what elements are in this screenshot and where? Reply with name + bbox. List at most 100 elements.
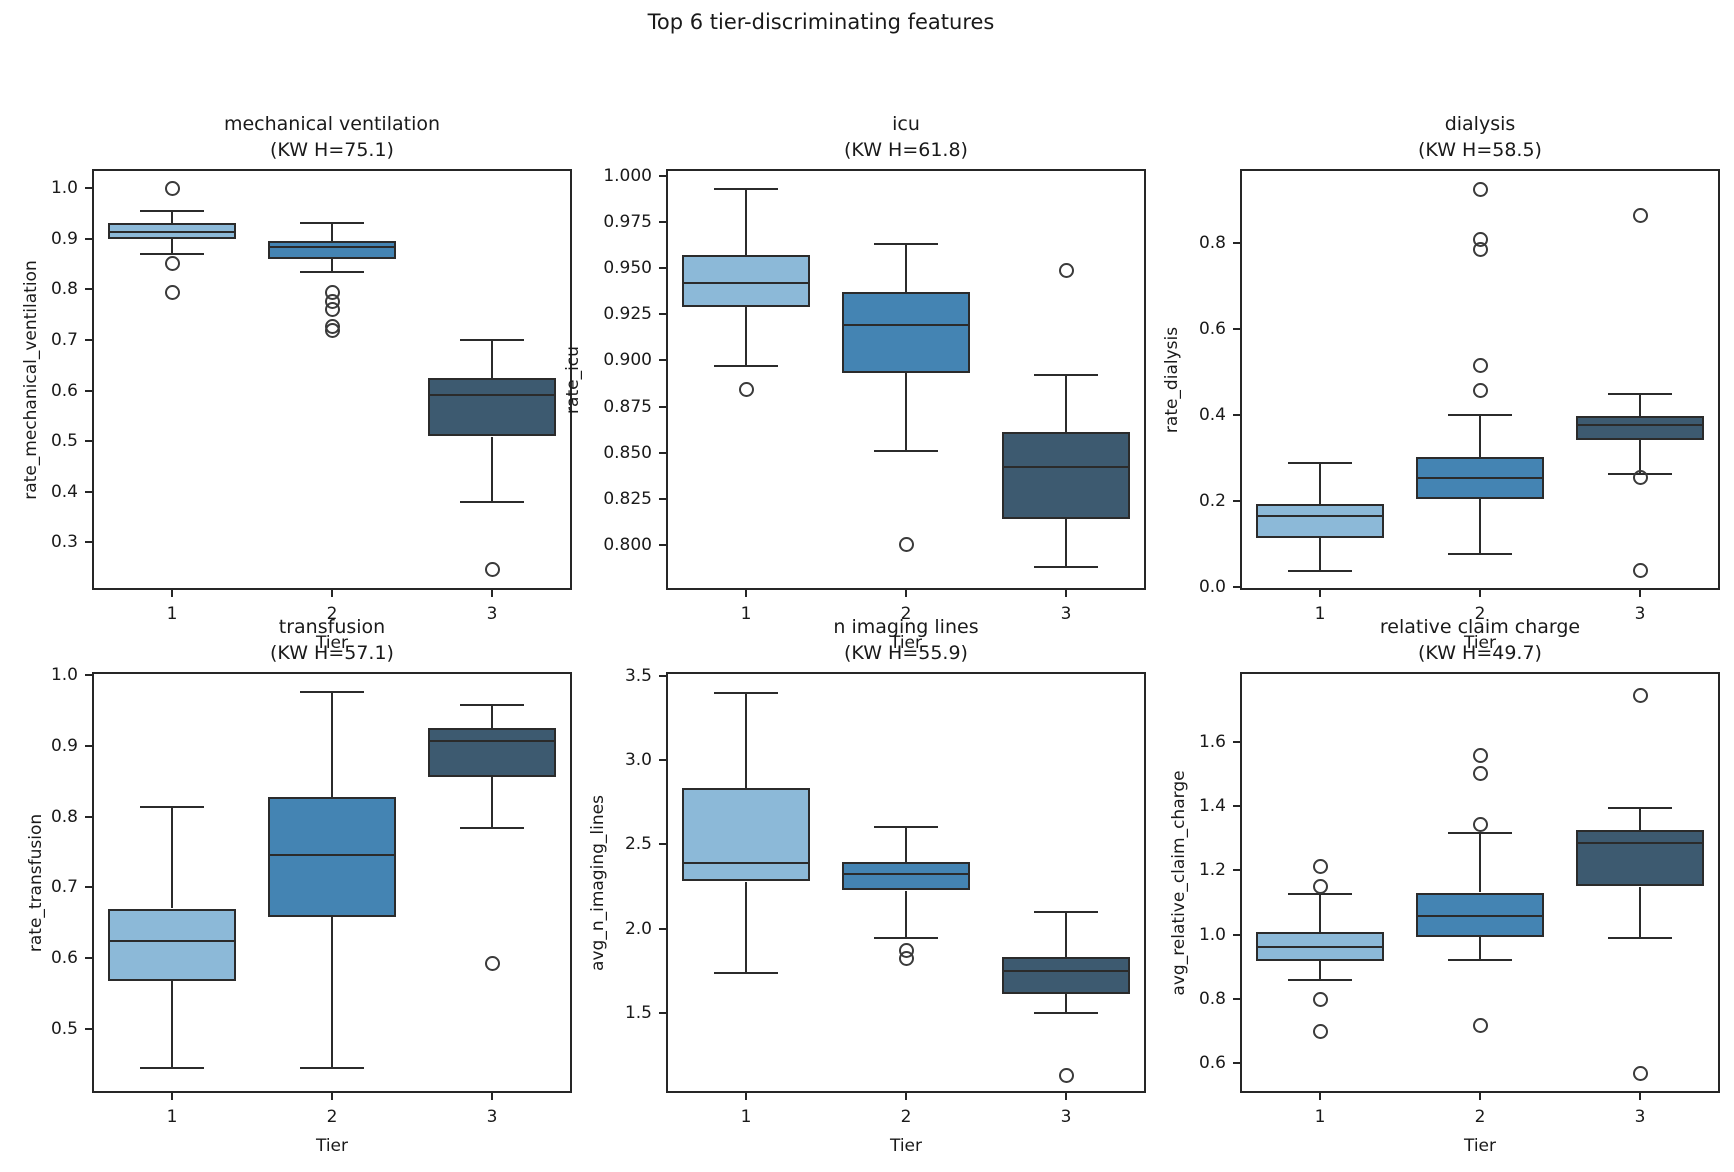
- whisker-cap-lower: [460, 827, 524, 829]
- outlier-point: [1473, 242, 1488, 257]
- box-tier-3: [1002, 432, 1130, 519]
- median-line: [684, 282, 808, 284]
- box-tier-3: [428, 728, 556, 777]
- box-tier-2: [842, 862, 970, 890]
- whisker-lower: [1319, 538, 1321, 571]
- subplot-subtitle: (KW H=49.7): [1418, 642, 1542, 664]
- x-tick-mark: [745, 1093, 747, 1100]
- whisker-cap-upper: [874, 243, 938, 245]
- median-line: [1258, 946, 1382, 948]
- y-axis-label: rate_icu: [563, 346, 583, 414]
- y-tick-label: 0.975: [603, 212, 652, 232]
- whisker-cap-lower: [1448, 959, 1512, 961]
- y-tick-mark: [85, 745, 92, 747]
- whisker-lower: [905, 891, 907, 938]
- median-line: [1258, 515, 1382, 517]
- x-tick-mark: [331, 590, 333, 597]
- x-tick-mark: [905, 590, 907, 597]
- outlier-point: [899, 951, 914, 966]
- whisker-cap-lower: [1608, 937, 1672, 939]
- y-tick-mark: [659, 1012, 666, 1014]
- y-tick-mark: [659, 175, 666, 177]
- y-tick-mark: [85, 238, 92, 240]
- subplot-subtitle: (KW H=57.1): [270, 642, 394, 664]
- y-tick-label: 0.8: [1198, 233, 1226, 253]
- y-tick-label: 0.7: [50, 330, 78, 350]
- median-line: [844, 324, 968, 326]
- outlier-point: [1313, 992, 1328, 1007]
- y-tick-mark: [659, 267, 666, 269]
- whisker-lower: [171, 980, 173, 1068]
- subplot-title: n imaging lines: [833, 616, 979, 638]
- x-tick-label: 2: [1474, 1107, 1486, 1127]
- outlier-point: [1633, 470, 1648, 485]
- outlier-point: [899, 537, 914, 552]
- whisker-upper: [491, 705, 493, 728]
- y-tick-label: 0.9: [50, 736, 78, 756]
- whisker-cap-lower: [1288, 979, 1352, 981]
- axes-box: [1240, 169, 1720, 590]
- y-tick-label: 0.6: [50, 381, 78, 401]
- whisker-upper: [1319, 894, 1321, 932]
- outlier-point: [1633, 208, 1648, 223]
- y-tick-label: 0.8: [50, 807, 78, 827]
- y-tick-label: 0.950: [603, 258, 652, 278]
- y-tick-mark: [85, 187, 92, 189]
- x-axis-label: Tier: [1463, 633, 1497, 653]
- y-tick-label: 1.4: [1198, 796, 1226, 816]
- outlier-point: [1313, 1024, 1328, 1039]
- subplot-subtitle: (KW H=58.5): [1418, 139, 1542, 161]
- y-tick-mark: [659, 313, 666, 315]
- outlier-point: [1059, 1068, 1074, 1083]
- y-tick-mark: [1233, 500, 1240, 502]
- x-axis-label: Tier: [889, 633, 923, 653]
- y-tick-label: 0.4: [50, 482, 78, 502]
- whisker-cap-upper: [300, 691, 364, 693]
- outlier-point: [739, 382, 754, 397]
- median-line: [1578, 842, 1702, 844]
- y-tick-mark: [659, 544, 666, 546]
- whisker-cap-upper: [1034, 911, 1098, 913]
- y-tick-mark: [1233, 805, 1240, 807]
- y-tick-label: 0.825: [603, 489, 652, 509]
- y-tick-label: 0.6: [1198, 1053, 1226, 1073]
- y-tick-mark: [85, 390, 92, 392]
- whisker-lower: [331, 917, 333, 1068]
- box-tier-3: [1576, 416, 1704, 440]
- y-tick-mark: [659, 452, 666, 454]
- x-tick-label: 2: [326, 604, 338, 624]
- outlier-point: [1473, 383, 1488, 398]
- whisker-cap-lower: [1448, 553, 1512, 555]
- x-tick-mark: [905, 1093, 907, 1100]
- x-tick-mark: [1639, 1093, 1641, 1100]
- x-tick-label: 2: [900, 1107, 912, 1127]
- y-tick-mark: [1233, 414, 1240, 416]
- x-axis-label: Tier: [315, 1136, 349, 1156]
- whisker-lower: [745, 882, 747, 973]
- y-tick-label: 0.0: [1198, 577, 1226, 597]
- whisker-upper: [491, 340, 493, 378]
- outlier-point: [325, 302, 340, 317]
- whisker-cap-upper: [1034, 374, 1098, 376]
- y-tick-mark: [1233, 242, 1240, 244]
- whisker-cap-lower: [140, 253, 204, 255]
- y-tick-label: 0.4: [1198, 405, 1226, 425]
- y-tick-label: 0.3: [50, 532, 78, 552]
- x-tick-mark: [171, 1093, 173, 1100]
- y-tick-label: 0.850: [603, 443, 652, 463]
- x-tick-label: 1: [1314, 604, 1326, 624]
- whisker-upper: [905, 244, 907, 292]
- axes-box: [1240, 672, 1720, 1093]
- box-tier-3: [1002, 957, 1130, 994]
- y-tick-label: 1.2: [1198, 860, 1226, 880]
- y-axis-label: avg_n_imaging_lines: [588, 795, 608, 971]
- whisker-cap-upper: [140, 806, 204, 808]
- median-line: [110, 940, 234, 942]
- figure-title: Top 6 tier-discriminating features: [647, 10, 995, 34]
- x-tick-label: 2: [900, 604, 912, 624]
- whisker-cap-lower: [714, 365, 778, 367]
- whisker-lower: [745, 307, 747, 366]
- outlier-point: [1313, 859, 1328, 874]
- whisker-lower: [1479, 498, 1481, 553]
- y-tick-mark: [85, 816, 92, 818]
